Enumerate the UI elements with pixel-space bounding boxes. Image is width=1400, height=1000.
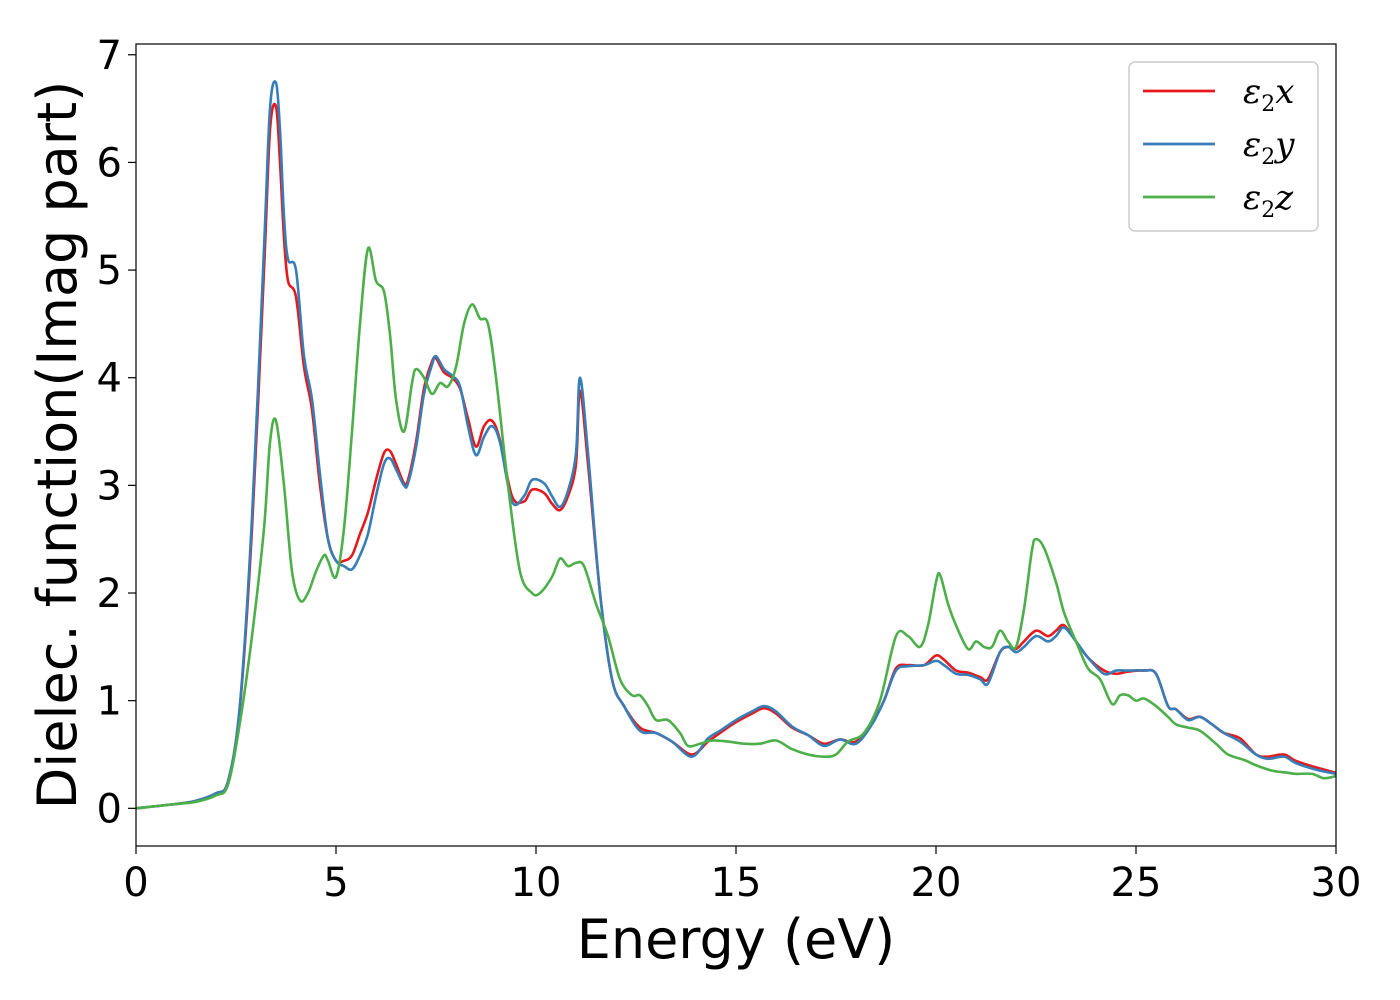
x-tick-label: 15 [711,860,762,906]
y-tick-label: 1 [97,679,122,725]
y-tick-label: 0 [97,786,122,832]
series-layer [136,80,1336,810]
x-axis: 0 5 10 15 20 25 30 [123,846,1361,906]
legend-box [1128,61,1319,232]
legend-label-x: ε2x [1243,72,1294,117]
x-tick-label: 25 [1111,860,1162,906]
legend-label-y: ε2y [1243,125,1295,170]
x-tick-label: 0 [123,860,148,906]
x-axis-title: Energy (eV) [577,908,896,971]
y-tick-label: 6 [97,140,122,186]
x-tick-label: 20 [911,860,962,906]
y-axis: 0 1 2 3 4 5 6 7 [97,33,136,832]
y-axis-title: Dielec. function(Imag part) [26,81,89,810]
x-tick-label: 30 [1311,860,1362,906]
y-tick-label: 2 [97,571,122,617]
x-tick-label: 10 [511,860,562,906]
legend-label-z: ε2z [1243,178,1294,223]
y-tick-label: 4 [97,356,122,402]
y-tick-label: 5 [97,248,122,294]
series-line-y [136,80,1336,810]
x-tick-label: 5 [323,860,348,906]
legend: ε2x ε2y ε2z [1128,61,1319,232]
y-tick-label: 3 [97,463,122,509]
y-tick-label: 7 [97,33,122,79]
series-line-z [136,246,1336,810]
